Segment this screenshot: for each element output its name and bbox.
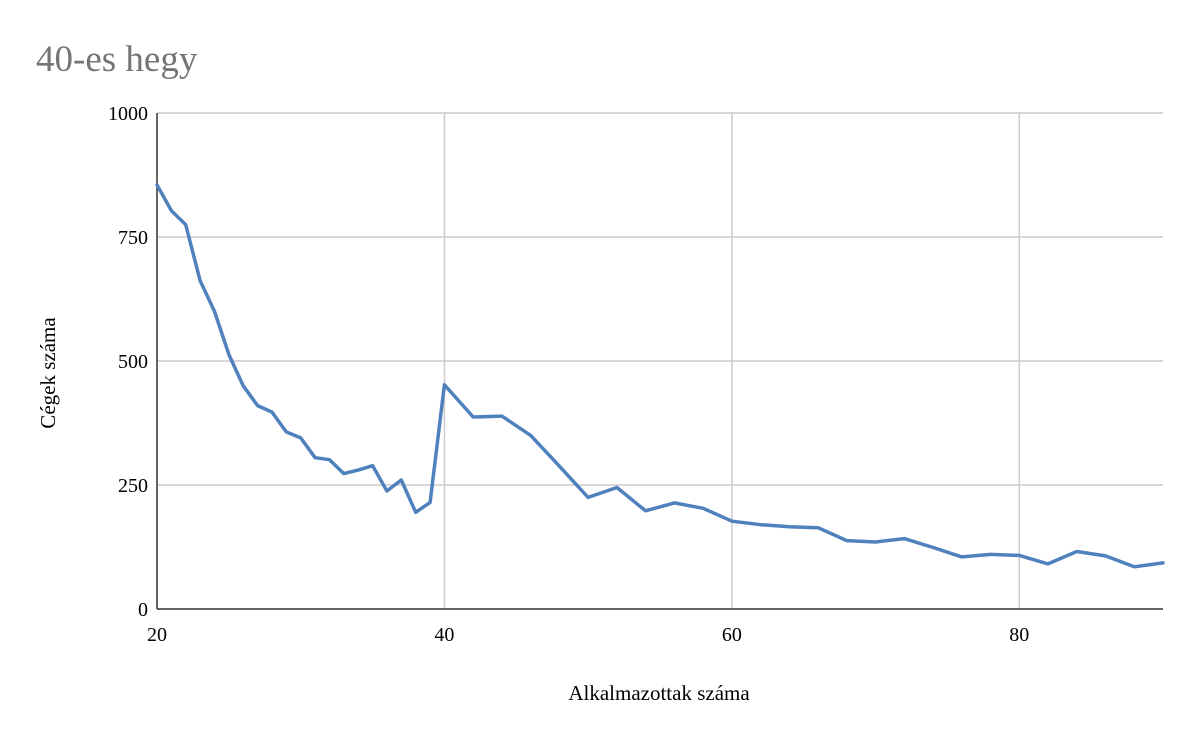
gridlines [157,112,1163,609]
series-line [155,183,1165,569]
y-tick-label: 500 [118,351,148,373]
y-axis: 0 250 500 750 1000 [108,103,158,621]
y-tick-label: 0 [138,599,148,621]
x-axis-label: Alkalmazottak száma [568,681,750,705]
y-tick-label: 250 [118,475,148,497]
series-layer [155,183,1165,569]
x-tick-label: 80 [1009,624,1029,646]
y-axis-label: Cégek száma [36,317,60,429]
x-tick-label: 20 [147,624,167,646]
y-tick-label: 750 [118,227,148,249]
x-tick-label: 40 [434,624,454,646]
x-axis: 20 40 60 80 [147,608,1163,646]
x-tick-label: 60 [722,624,742,646]
y-tick-label: 1000 [108,103,148,125]
chart-title: 40-es hegy [36,39,198,80]
